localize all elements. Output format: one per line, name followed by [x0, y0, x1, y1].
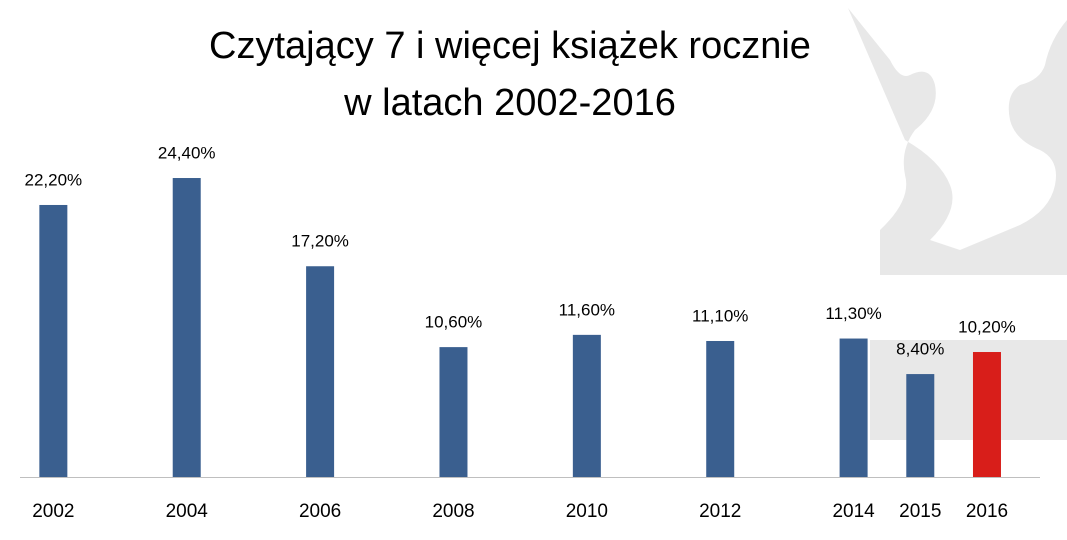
data-label: 11,30% [825, 304, 881, 323]
bar [906, 374, 935, 477]
data-label: 22,20% [25, 170, 83, 189]
bar [439, 347, 468, 477]
data-label: 10,60% [425, 313, 483, 332]
x-tick-label: 2004 [166, 501, 209, 522]
data-label: 10,20% [958, 318, 1016, 337]
bar [306, 266, 335, 477]
background-crown [848, 8, 1067, 440]
data-label: 24,40% [158, 144, 216, 163]
chart-title: w latach 2002-2016 [343, 82, 676, 124]
x-tick-label: 2012 [699, 501, 741, 522]
chart-title: Czytający 7 i więcej książek rocznie [209, 25, 811, 67]
x-tick-label: 2008 [432, 501, 474, 522]
data-label: 11,10% [692, 306, 748, 325]
bar [706, 340, 735, 477]
x-tick-label: 2010 [566, 501, 608, 522]
data-label: 11,60% [559, 300, 615, 319]
bar [39, 204, 68, 477]
bar [839, 338, 868, 477]
data-label: 8,40% [896, 340, 944, 359]
x-tick-label: 2002 [32, 501, 74, 522]
x-tick-label: 2015 [899, 501, 941, 522]
x-tick-label: 2014 [832, 501, 875, 522]
bar [572, 334, 601, 477]
x-tick-label: 2016 [966, 501, 1008, 522]
bar [172, 178, 201, 477]
x-tick-label: 2006 [299, 501, 341, 522]
data-label: 17,20% [291, 232, 349, 251]
bar [972, 352, 1001, 477]
